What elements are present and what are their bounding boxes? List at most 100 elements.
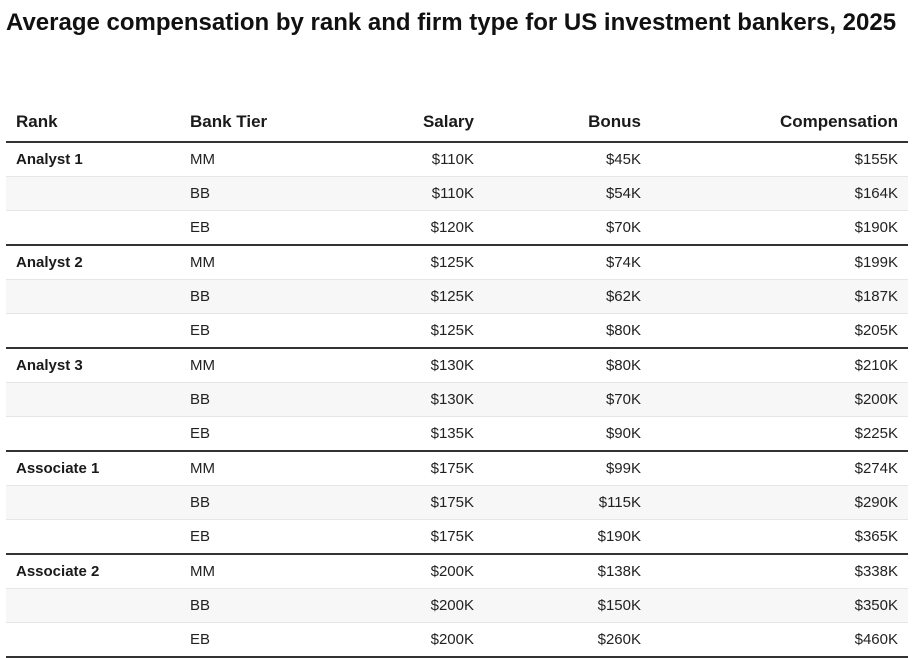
bank-tier-cell: MM (180, 451, 335, 486)
bonus-cell: $138K (484, 554, 651, 589)
compensation-cell: $155K (651, 142, 908, 177)
bonus-cell: $74K (484, 245, 651, 280)
table-row: EB $175K $190K $365K (6, 519, 908, 555)
bonus-cell: $190K (484, 519, 651, 555)
salary-cell: $175K (335, 519, 484, 555)
table-row: EB $120K $70K $190K (6, 210, 908, 246)
bank-tier-cell: EB (180, 313, 335, 349)
table-row: Analyst 1 MM $110K $45K $155K (6, 142, 908, 177)
bank-tier-cell: BB (180, 279, 335, 314)
bonus-cell: $150K (484, 588, 651, 623)
table-row: BB $110K $54K $164K (6, 176, 908, 211)
bank-tier-cell: BB (180, 588, 335, 623)
bonus-cell: $99K (484, 451, 651, 486)
bonus-cell: $62K (484, 279, 651, 314)
salary-cell: $130K (335, 348, 484, 383)
rank-cell: Associate 1 (6, 451, 180, 486)
bank-tier-cell: BB (180, 485, 335, 520)
rank-cell: Analyst 1 (6, 142, 180, 177)
column-header-bank-tier: Bank Tier (180, 102, 335, 143)
bank-tier-cell: EB (180, 519, 335, 555)
compensation-cell: $199K (651, 245, 908, 280)
table-row: EB $200K $260K $460K (6, 622, 908, 658)
bonus-cell: $70K (484, 382, 651, 417)
bonus-cell: $80K (484, 348, 651, 383)
table-row: EB $125K $80K $205K (6, 313, 908, 349)
rank-cell (6, 519, 180, 555)
compensation-cell: $350K (651, 588, 908, 623)
compensation-cell: $205K (651, 313, 908, 349)
salary-cell: $125K (335, 313, 484, 349)
bank-tier-cell: MM (180, 554, 335, 589)
rank-cell: Associate 2 (6, 554, 180, 589)
bank-tier-cell: MM (180, 142, 335, 177)
rank-cell: Analyst 2 (6, 245, 180, 280)
table-row: EB $135K $90K $225K (6, 416, 908, 452)
table-row: BB $130K $70K $200K (6, 382, 908, 417)
table-body: Analyst 1 MM $110K $45K $155K BB $110K $54K $164… (6, 142, 908, 658)
salary-cell: $125K (335, 245, 484, 280)
bonus-cell: $70K (484, 210, 651, 246)
compensation-cell: $210K (651, 348, 908, 383)
column-header-salary: Salary (335, 102, 484, 143)
table-row: BB $125K $62K $187K (6, 279, 908, 314)
compensation-cell: $338K (651, 554, 908, 589)
rank-cell (6, 485, 180, 520)
column-header-compensation: Compensation (651, 102, 908, 143)
bonus-cell: $54K (484, 176, 651, 211)
rank-cell: Analyst 3 (6, 348, 180, 383)
salary-cell: $125K (335, 279, 484, 314)
salary-cell: $110K (335, 142, 484, 177)
salary-cell: $200K (335, 622, 484, 658)
rank-cell (6, 416, 180, 452)
salary-cell: $200K (335, 588, 484, 623)
table-row: Analyst 3 MM $130K $80K $210K (6, 348, 908, 383)
salary-cell: $120K (335, 210, 484, 246)
bank-tier-cell: BB (180, 176, 335, 211)
compensation-cell: $290K (651, 485, 908, 520)
compensation-table: Rank Bank Tier Salary Bonus Compensation… (6, 102, 908, 658)
bonus-cell: $90K (484, 416, 651, 452)
bank-tier-cell: BB (180, 382, 335, 417)
chart-title: Average compensation by rank and firm ty… (6, 9, 897, 36)
bank-tier-cell: EB (180, 622, 335, 658)
compensation-cell: $164K (651, 176, 908, 211)
rank-cell (6, 622, 180, 658)
rank-cell (6, 313, 180, 349)
rank-cell (6, 176, 180, 211)
table-row: BB $200K $150K $350K (6, 588, 908, 623)
column-header-bonus: Bonus (484, 102, 651, 143)
bank-tier-cell: MM (180, 245, 335, 280)
rank-cell (6, 279, 180, 314)
compensation-cell: $365K (651, 519, 908, 555)
salary-cell: $200K (335, 554, 484, 589)
salary-cell: $110K (335, 176, 484, 211)
table-row: Analyst 2 MM $125K $74K $199K (6, 245, 908, 280)
bank-tier-cell: EB (180, 416, 335, 452)
salary-cell: $135K (335, 416, 484, 452)
table-row: Associate 1 MM $175K $99K $274K (6, 451, 908, 486)
compensation-cell: $200K (651, 382, 908, 417)
bonus-cell: $260K (484, 622, 651, 658)
bonus-cell: $45K (484, 142, 651, 177)
table-row: BB $175K $115K $290K (6, 485, 908, 520)
compensation-cell: $187K (651, 279, 908, 314)
bonus-cell: $80K (484, 313, 651, 349)
bank-tier-cell: MM (180, 348, 335, 383)
table-row: Associate 2 MM $200K $138K $338K (6, 554, 908, 589)
compensation-cell: $274K (651, 451, 908, 486)
table-header-row: Rank Bank Tier Salary Bonus Compensation (6, 102, 908, 143)
rank-cell (6, 588, 180, 623)
salary-cell: $175K (335, 485, 484, 520)
compensation-cell: $225K (651, 416, 908, 452)
salary-cell: $175K (335, 451, 484, 486)
compensation-cell: $190K (651, 210, 908, 246)
compensation-cell: $460K (651, 622, 908, 658)
bonus-cell: $115K (484, 485, 651, 520)
rank-cell (6, 210, 180, 246)
salary-cell: $130K (335, 382, 484, 417)
bank-tier-cell: EB (180, 210, 335, 246)
column-header-rank: Rank (6, 102, 180, 143)
rank-cell (6, 382, 180, 417)
